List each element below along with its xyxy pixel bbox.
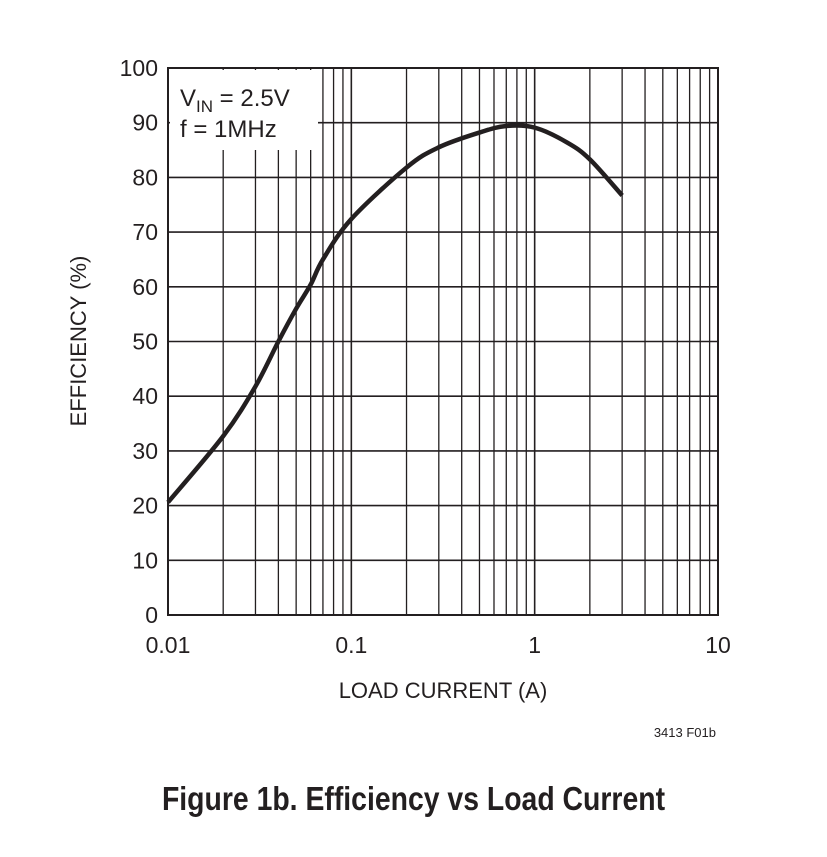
figure-caption: Figure 1b. Efficiency vs Load Current	[161, 780, 666, 817]
grid	[167, 67, 718, 616]
x-tick-label: 0.01	[146, 632, 191, 658]
efficiency-curve	[166, 123, 624, 504]
annotation-freq: f = 1MHz	[180, 116, 277, 143]
figure-code: 3413 F01b	[654, 725, 716, 740]
x-axis-label: LOAD CURRENT (A)	[339, 678, 548, 703]
x-tick-label: 1	[528, 632, 541, 658]
y-tick-label: 30	[132, 438, 158, 464]
x-tick-label: 0.1	[335, 632, 367, 658]
x-tick-label: 10	[705, 632, 731, 658]
plot-frame	[167, 67, 719, 616]
y-tick-label: 40	[132, 383, 158, 409]
y-tick-label: 70	[132, 219, 158, 245]
annotation-box: VIN = 2.5V f = 1MHz	[170, 70, 318, 150]
y-tick-label: 100	[120, 55, 158, 81]
y-tick-label: 60	[132, 274, 158, 300]
y-tick-label: 80	[132, 164, 158, 190]
y-tick-label: 50	[132, 329, 158, 355]
y-tick-label: 0	[145, 602, 158, 628]
y-tick-label: 10	[132, 547, 158, 573]
annotation-vin: VIN = 2.5V	[180, 85, 290, 116]
y-axis-label: EFFICIENCY (%)	[66, 256, 91, 427]
y-tick-label: 90	[132, 110, 158, 136]
y-tick-label: 20	[132, 493, 158, 519]
